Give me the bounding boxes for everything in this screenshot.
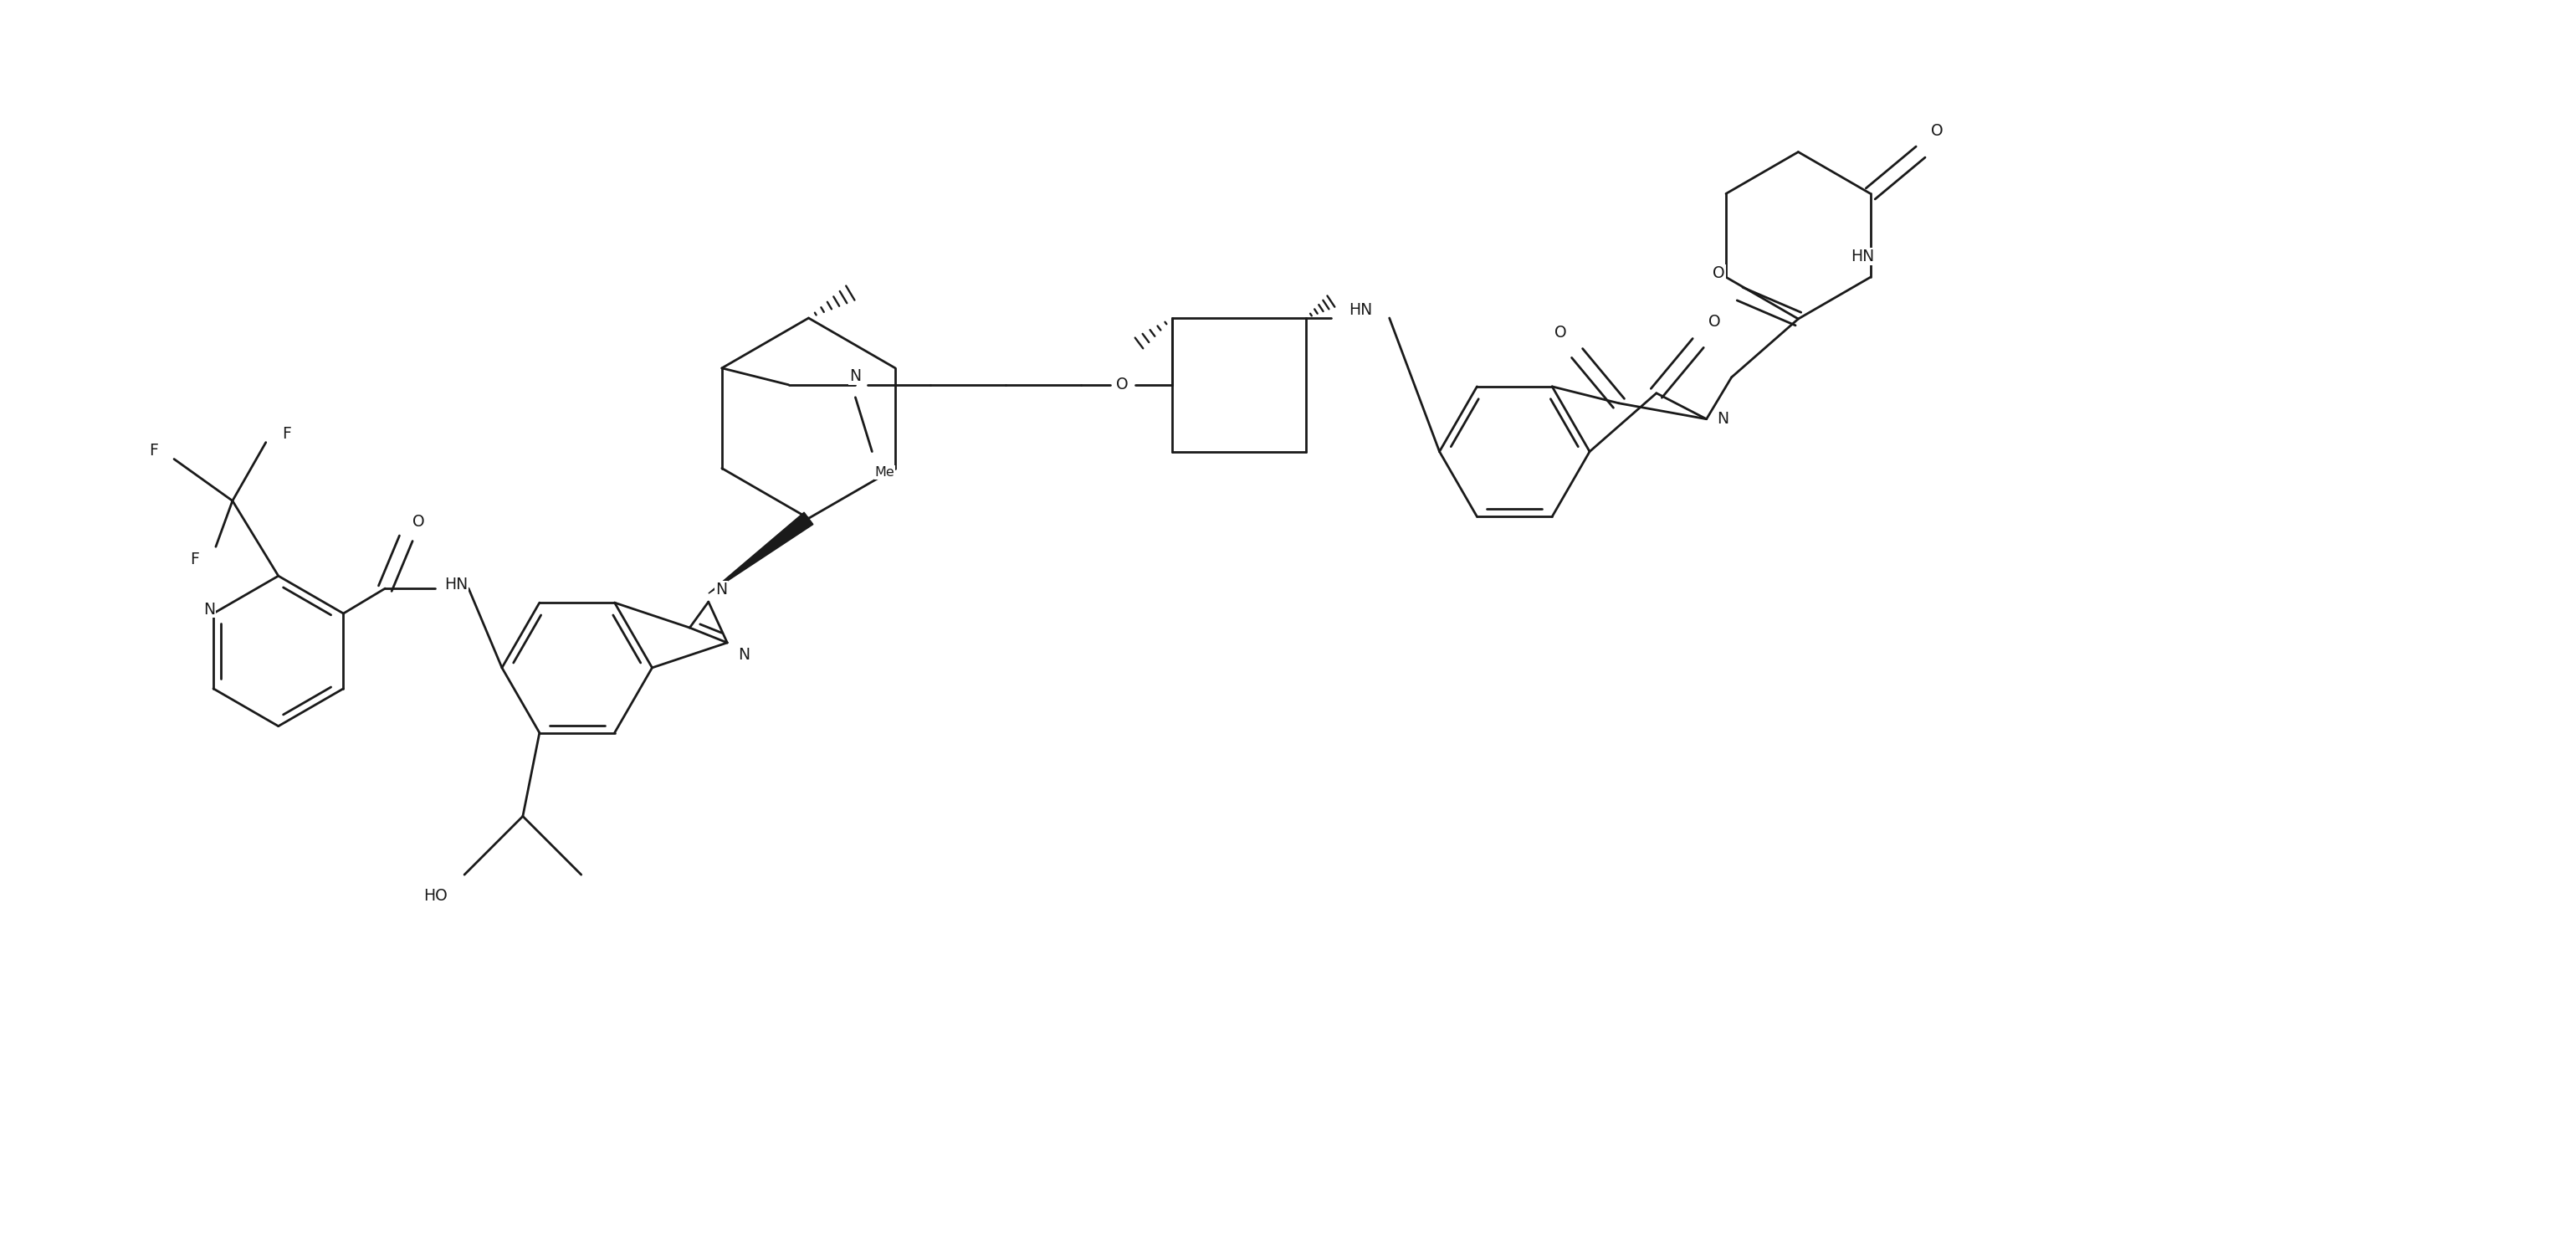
Text: N: N — [737, 647, 750, 664]
Text: HO: HO — [422, 888, 448, 904]
Text: N: N — [204, 601, 214, 617]
Text: N: N — [1718, 411, 1728, 427]
Text: F: F — [191, 551, 198, 567]
Text: O: O — [1713, 265, 1726, 280]
Polygon shape — [708, 512, 814, 593]
Text: O: O — [1708, 314, 1721, 331]
Text: HN: HN — [443, 576, 469, 592]
Text: HN: HN — [1850, 248, 1873, 264]
Text: O: O — [1553, 324, 1566, 341]
Text: F: F — [283, 426, 291, 442]
Text: O: O — [1115, 377, 1128, 393]
Text: HN: HN — [1347, 302, 1373, 318]
Text: N: N — [850, 368, 860, 384]
Text: O: O — [412, 513, 425, 530]
Text: Me: Me — [876, 466, 894, 478]
Text: F: F — [149, 443, 157, 458]
Text: N: N — [716, 581, 726, 597]
Text: O: O — [1932, 123, 1942, 139]
